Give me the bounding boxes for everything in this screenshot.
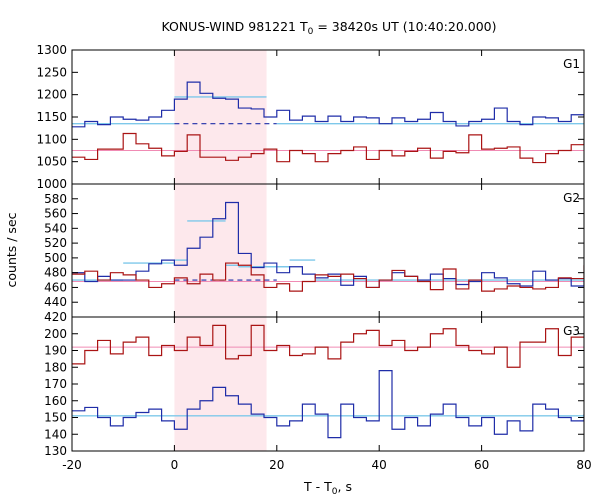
tick-labels-layer: 1000105011001150120012501300420440460480…	[36, 43, 591, 472]
x-tick-label: 40	[372, 458, 387, 472]
y-axis-title: counts / sec	[4, 212, 19, 287]
panel-label-g3: G3	[563, 324, 580, 338]
series-layer	[72, 81, 584, 439]
y-tick-label-g1: 1100	[36, 132, 67, 146]
x-tick-label: 20	[269, 458, 284, 472]
y-tick-label-g2: 560	[44, 207, 67, 221]
y-tick-label-g2: 460	[44, 280, 67, 294]
blue-series-g3	[72, 370, 584, 439]
panel-label-g2: G2	[563, 191, 580, 205]
y-tick-label-g3: 180	[44, 360, 67, 374]
y-tick-label-g3: 130	[44, 444, 67, 458]
y-tick-label-g2: 500	[44, 251, 67, 265]
y-tick-label-g3: 150	[44, 411, 67, 425]
x-tick-label: 80	[576, 458, 591, 472]
y-tick-label-g2: 580	[44, 192, 67, 206]
y-tick-label-g1: 1300	[36, 43, 67, 57]
y-tick-label-g2: 420	[44, 310, 67, 324]
x-axis-title: T - T0, s	[303, 479, 352, 497]
chart-title: KONUS-WIND 981221 T0 = 38420s UT (10:40:…	[161, 19, 496, 37]
y-tick-label-g3: 200	[44, 327, 67, 341]
y-tick-label-g1: 1200	[36, 88, 67, 102]
panel-labels-layer: G1 G2 G3	[563, 57, 580, 338]
red-series-g2	[72, 262, 584, 292]
x-tick-label: 0	[171, 458, 179, 472]
blue-series-g1	[72, 81, 584, 128]
y-tick-label-g3: 170	[44, 377, 67, 391]
y-tick-label-g3: 160	[44, 394, 67, 408]
y-tick-label-g1: 1000	[36, 177, 67, 191]
y-tick-label-g1: 1050	[36, 155, 67, 169]
y-tick-label-g1: 1250	[36, 65, 67, 79]
x-tick-label: 60	[474, 458, 489, 472]
ticks-layer	[71, 49, 585, 452]
highlight-band	[174, 50, 267, 451]
y-tick-label-g2: 440	[44, 295, 67, 309]
red-series-g1	[72, 132, 584, 164]
y-tick-label-g2: 540	[44, 221, 67, 235]
y-tick-label-g2: 520	[44, 236, 67, 250]
y-tick-label-g3: 190	[44, 344, 67, 358]
red-series-g3	[72, 324, 584, 368]
highlight-layer	[174, 50, 267, 451]
blue-series-g2	[72, 201, 584, 289]
x-tick-label: -20	[62, 458, 82, 472]
panel-label-g1: G1	[563, 57, 580, 71]
background-lines-layer	[72, 96, 584, 417]
panel-frame-g2	[71, 183, 585, 318]
y-tick-label-g2: 480	[44, 266, 67, 280]
y-tick-label-g3: 140	[44, 427, 67, 441]
y-tick-label-g1: 1150	[36, 110, 67, 124]
